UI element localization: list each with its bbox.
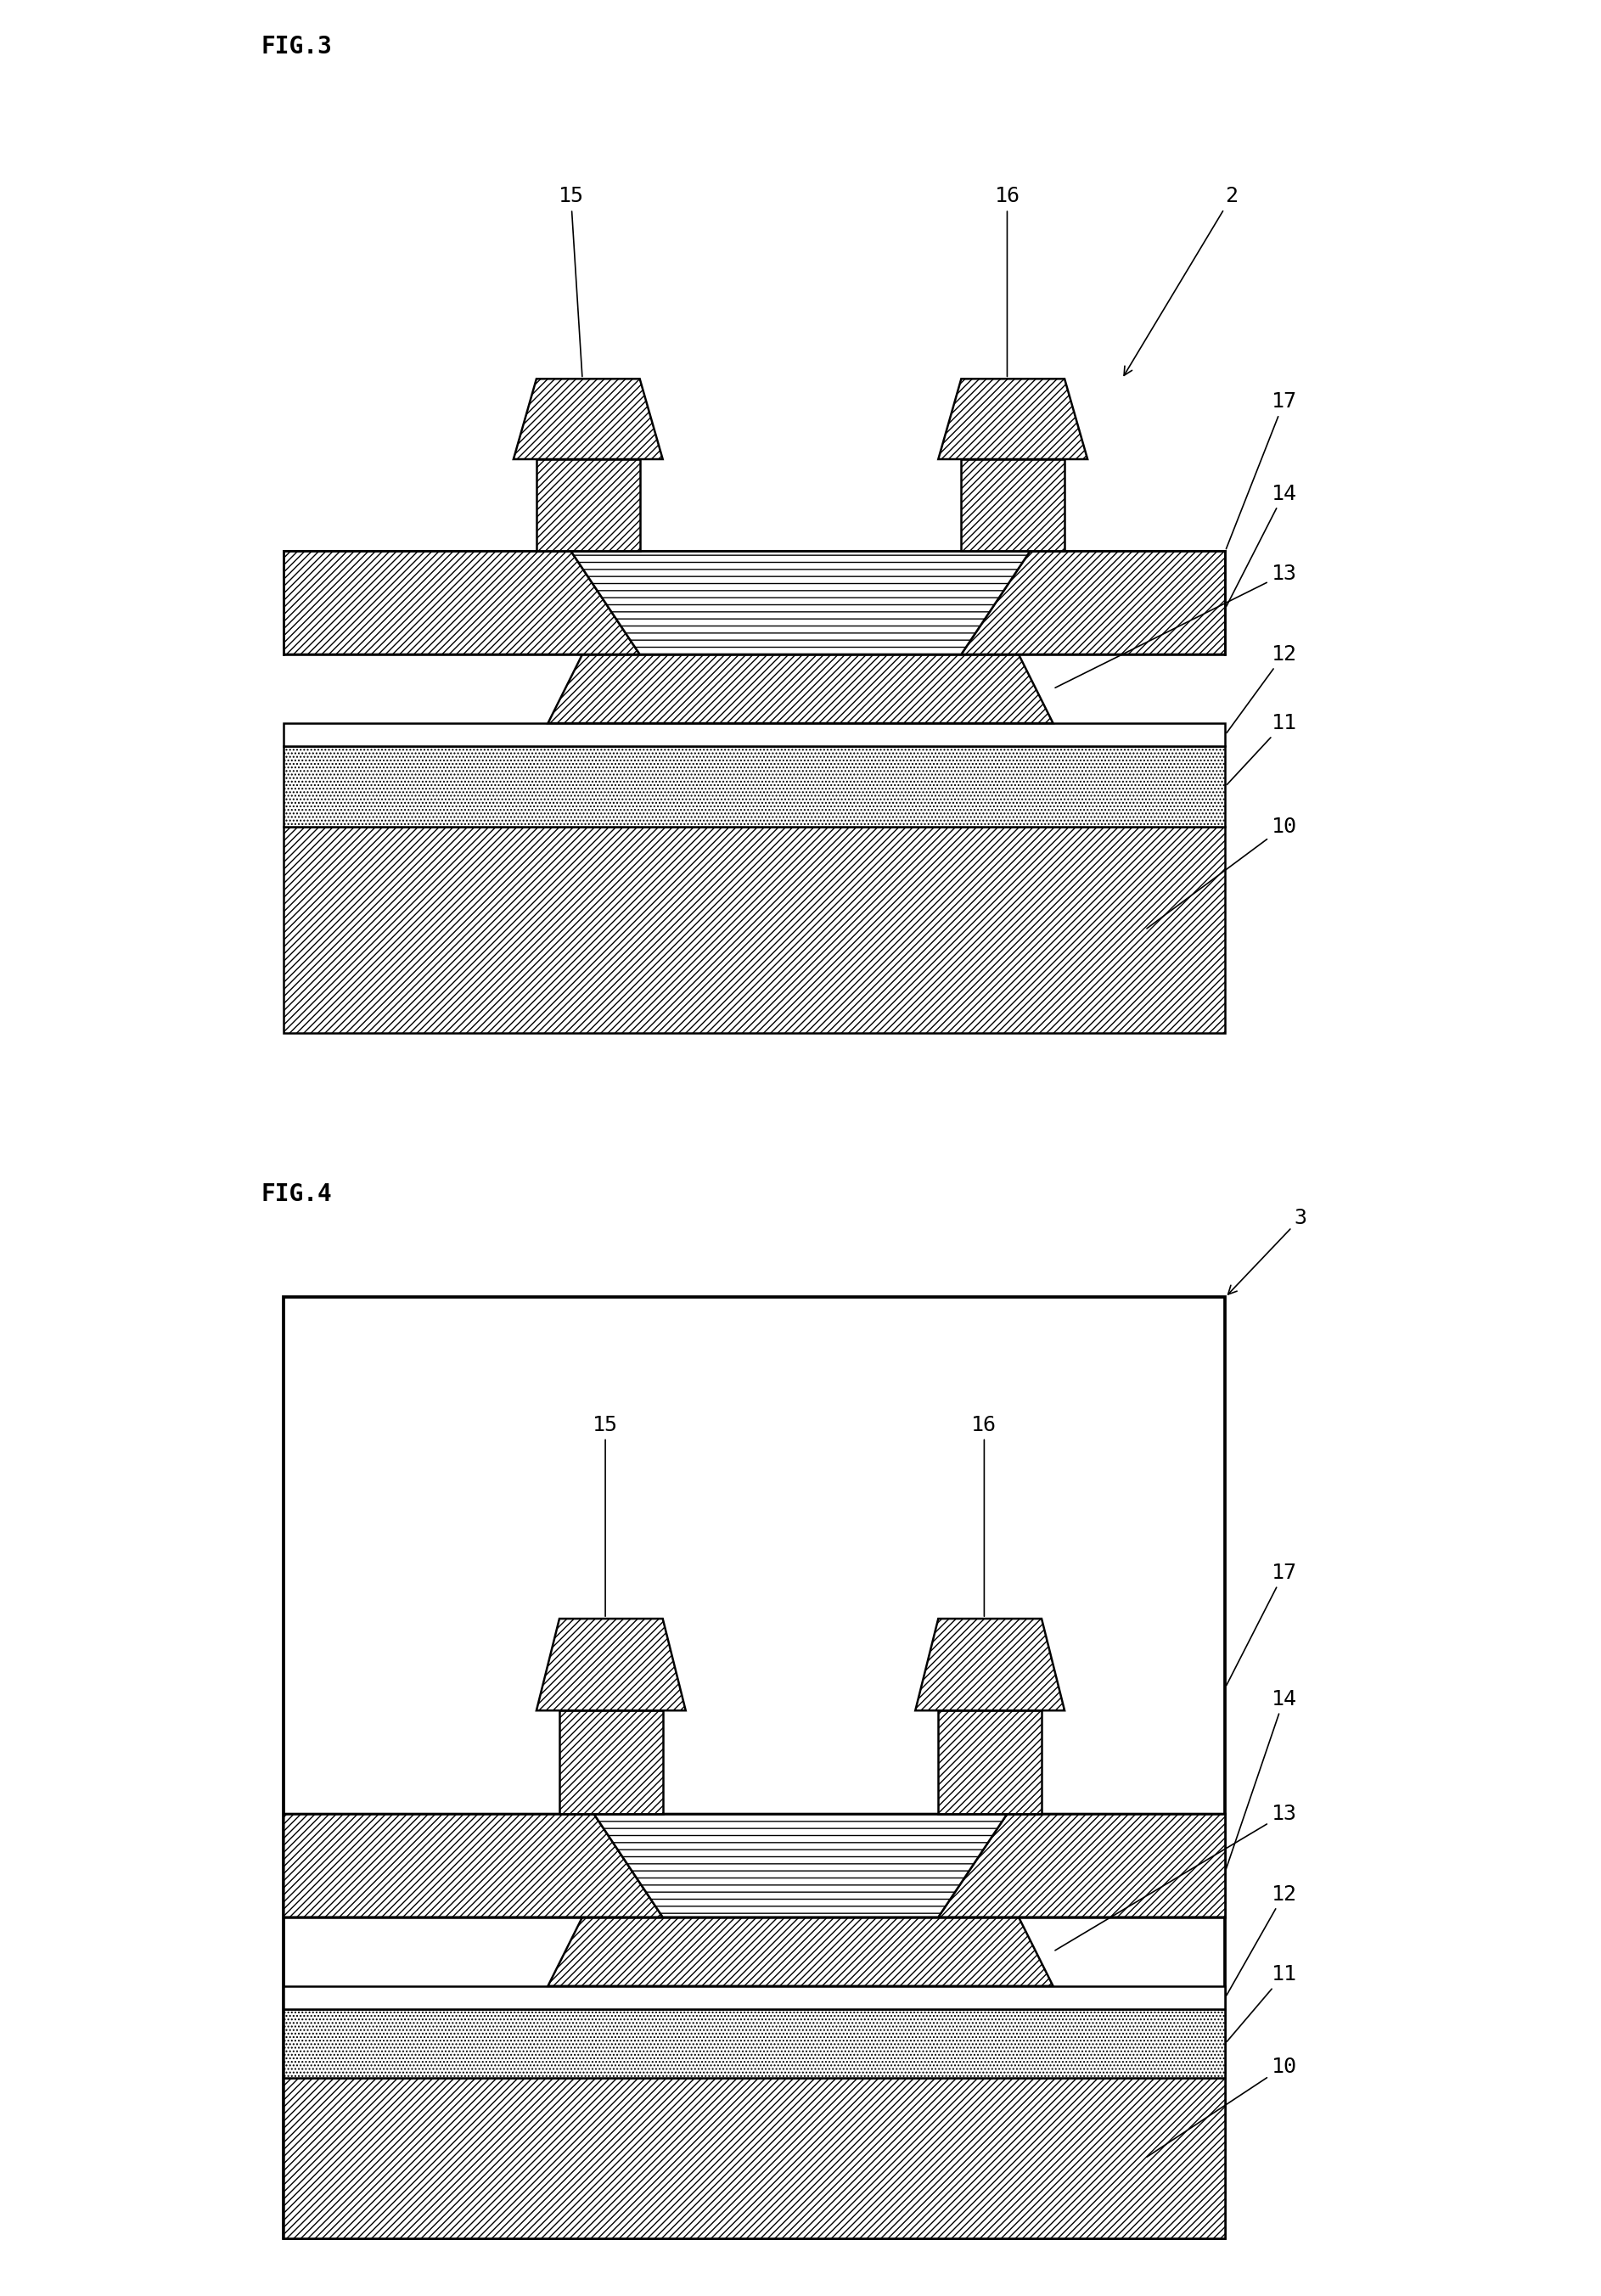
Bar <box>283 1986 1225 2009</box>
Polygon shape <box>514 379 663 459</box>
Polygon shape <box>536 459 640 551</box>
Text: 16: 16 <box>972 1414 997 1616</box>
Polygon shape <box>938 379 1087 459</box>
Polygon shape <box>961 551 1225 654</box>
Text: 15: 15 <box>592 1414 618 1616</box>
Polygon shape <box>283 551 640 654</box>
Polygon shape <box>283 1814 663 1917</box>
Polygon shape <box>594 1814 1007 1917</box>
Text: 14: 14 <box>1226 1690 1297 1869</box>
Text: 17: 17 <box>1226 393 1297 549</box>
Text: 11: 11 <box>1226 1965 1297 2041</box>
Text: 12: 12 <box>1226 645 1297 732</box>
Text: 13: 13 <box>1055 1805 1297 1949</box>
Polygon shape <box>536 1619 685 1711</box>
Text: 14: 14 <box>1226 484 1297 606</box>
Bar <box>283 1297 1225 2239</box>
Text: 2: 2 <box>1124 186 1238 377</box>
Text: 13: 13 <box>1055 565 1297 689</box>
Text: 10: 10 <box>1146 817 1297 928</box>
Polygon shape <box>938 1711 1042 1814</box>
Text: FIG.4: FIG.4 <box>261 1182 331 1205</box>
Polygon shape <box>548 1917 1053 1986</box>
Polygon shape <box>572 551 1029 654</box>
Bar <box>283 827 1225 1033</box>
Polygon shape <box>548 654 1053 723</box>
Polygon shape <box>938 1814 1225 1917</box>
Bar <box>283 723 1225 746</box>
Polygon shape <box>559 1711 663 1814</box>
Text: 12: 12 <box>1226 1885 1297 1995</box>
Text: 17: 17 <box>1226 1564 1297 1685</box>
Bar <box>283 2009 1225 2078</box>
Text: FIG.3: FIG.3 <box>261 34 331 57</box>
Polygon shape <box>916 1619 1065 1711</box>
Text: 3: 3 <box>1228 1208 1306 1295</box>
Polygon shape <box>961 459 1065 551</box>
Text: 10: 10 <box>1146 2057 1297 2156</box>
Text: 15: 15 <box>559 186 584 377</box>
Text: 11: 11 <box>1226 714 1297 785</box>
Text: 16: 16 <box>994 186 1020 377</box>
Bar <box>283 746 1225 827</box>
Bar <box>283 2078 1225 2239</box>
